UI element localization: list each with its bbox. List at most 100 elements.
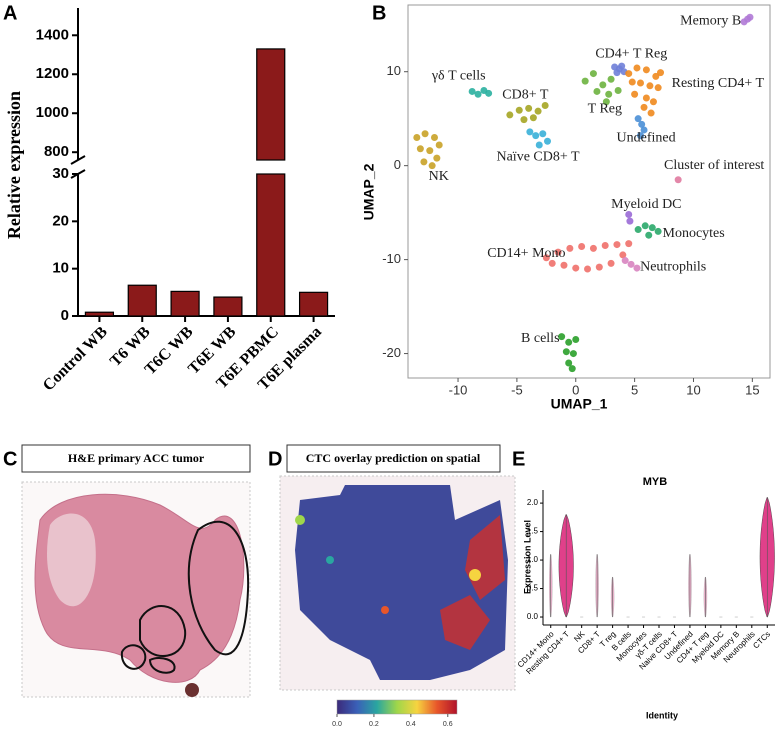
point: [652, 72, 660, 80]
point: [565, 338, 573, 346]
y-tick-label: 10: [52, 260, 69, 277]
point: [430, 133, 438, 141]
point: [625, 211, 633, 219]
point: [654, 227, 662, 235]
point: [619, 251, 627, 259]
point: [657, 69, 665, 77]
point: [474, 90, 482, 98]
point: [648, 224, 656, 232]
point: [560, 261, 568, 269]
point: [637, 79, 645, 87]
point: [548, 259, 556, 267]
point: [515, 106, 523, 114]
point: [637, 132, 645, 140]
hotspot: [469, 569, 481, 581]
point: [646, 82, 654, 90]
point: [541, 102, 549, 110]
cluster-label: γδ T cells: [431, 69, 486, 84]
point: [625, 70, 633, 78]
point: [640, 103, 648, 111]
tissue-light: [47, 513, 96, 607]
point: [649, 98, 657, 106]
point: [565, 359, 573, 367]
y-tick-label: 1000: [36, 104, 69, 121]
x-tick-label: -10: [449, 382, 468, 397]
cluster-label: B cells: [521, 331, 560, 346]
point: [607, 75, 615, 83]
point: [618, 62, 626, 70]
point: [413, 133, 421, 141]
cluster-label: Monocytes: [663, 226, 725, 241]
point: [542, 254, 550, 262]
point: [613, 69, 621, 77]
y-tick-label: 10: [387, 63, 401, 78]
point: [621, 257, 629, 265]
point: [641, 222, 649, 230]
title-box: [286, 444, 501, 473]
cluster-label: CD14+ Mono: [487, 246, 565, 261]
point: [642, 94, 650, 102]
tumor-outline: [139, 605, 187, 657]
point: [468, 87, 476, 95]
tissue-spot: [185, 683, 199, 697]
cluster-label: Cluster of interest: [664, 158, 764, 173]
y-tick-label: 0: [61, 307, 69, 324]
bar: [84, 311, 115, 317]
x-tick-label: 0: [572, 382, 579, 397]
cluster-label: Memory B: [680, 14, 741, 29]
point: [416, 145, 424, 153]
cluster-label: Resting CD4+ T: [672, 76, 765, 91]
point: [584, 265, 592, 273]
bar: [256, 48, 286, 161]
point: [535, 141, 543, 149]
y-tick-label: 1400: [36, 26, 69, 43]
y-tick-label: 1.0: [527, 555, 539, 564]
point: [534, 107, 542, 115]
point: [578, 242, 586, 250]
point: [593, 87, 601, 95]
point: [602, 98, 610, 106]
point: [572, 335, 580, 343]
point: [599, 81, 607, 89]
x-tick-label: 5: [631, 382, 638, 397]
point: [601, 242, 609, 250]
point: [435, 141, 443, 149]
colorbar: [336, 699, 458, 715]
tumor-outline: [187, 520, 250, 656]
point: [595, 263, 603, 271]
point: [572, 264, 580, 272]
point: [562, 348, 570, 356]
cluster-label: Naïve CD8+ T: [496, 150, 580, 165]
y-tick-label: 800: [44, 143, 69, 160]
point: [674, 176, 682, 184]
title-box: [21, 444, 251, 473]
point: [645, 231, 653, 239]
point: [568, 365, 576, 373]
y-tick-label: 2.0: [527, 498, 539, 507]
y-axis-label: Expression Level: [522, 520, 532, 594]
bar: [298, 291, 329, 317]
panel-label: D: [268, 448, 282, 470]
y-axis-label: Relative expression: [4, 91, 24, 239]
point: [605, 90, 613, 98]
point: [746, 13, 754, 21]
y-tick-label: 20: [52, 212, 69, 229]
point: [640, 126, 648, 134]
point: [529, 114, 537, 122]
cluster-label: NK: [429, 169, 449, 184]
x-tick-label: Control WB: [40, 323, 111, 394]
point: [631, 90, 639, 98]
point: [634, 226, 642, 234]
point: [589, 70, 597, 78]
panel-title: CTC overlay prediction on spatial: [306, 451, 481, 465]
tumor-outline: [148, 657, 176, 674]
y-tick-label: 0: [394, 157, 401, 172]
y-tick-label: 0.0: [527, 612, 539, 621]
point: [426, 147, 434, 155]
panel-label: B: [372, 2, 386, 24]
bar: [213, 296, 243, 317]
point: [647, 109, 655, 117]
panel-title: H&E primary ACC tumor: [68, 451, 205, 465]
y-tick-label: -20: [382, 345, 401, 360]
